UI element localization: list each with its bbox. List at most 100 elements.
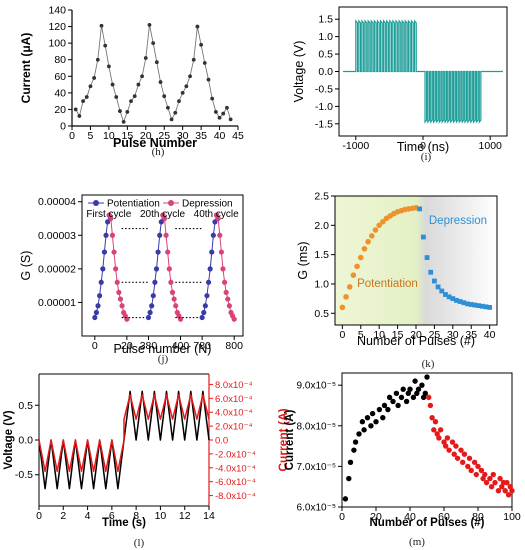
potentiation-point bbox=[400, 386, 406, 392]
x-tick-label: 35 bbox=[195, 130, 207, 142]
potentiation-point bbox=[386, 394, 393, 401]
y-tick-label: 0.00001 bbox=[38, 297, 76, 309]
potentiation-point bbox=[205, 279, 212, 285]
potentiation-point bbox=[210, 232, 216, 238]
x-tick-label: 12 bbox=[179, 510, 191, 522]
x-tick-label: 20 bbox=[370, 511, 382, 523]
potentiation-point bbox=[398, 394, 405, 401]
data-point bbox=[184, 84, 189, 89]
depression-point bbox=[492, 479, 498, 486]
potentiation-point bbox=[385, 406, 391, 413]
depression-point bbox=[116, 289, 122, 295]
depression-point bbox=[483, 304, 489, 310]
depression-point bbox=[161, 215, 168, 222]
potentiation-point bbox=[145, 314, 152, 321]
potentiation-point bbox=[354, 263, 360, 270]
y-tick-label: 0.00002 bbox=[38, 263, 76, 275]
data-point bbox=[177, 99, 181, 104]
potentiation-point bbox=[155, 249, 161, 255]
potentiation-point bbox=[352, 439, 359, 445]
potentiation-point bbox=[407, 386, 413, 392]
potentiation-line bbox=[94, 214, 110, 318]
y-tick-label: 0.5 bbox=[314, 308, 329, 320]
depression-point bbox=[468, 467, 474, 474]
depression-point bbox=[169, 289, 176, 295]
depression-point bbox=[487, 305, 493, 310]
potentiation-point bbox=[364, 414, 371, 421]
data-point bbox=[88, 84, 93, 89]
y-tick-label: 40 bbox=[54, 87, 66, 99]
depression-point bbox=[471, 459, 478, 466]
x-tick-label: 100 bbox=[503, 511, 521, 523]
potentiation-point bbox=[403, 398, 410, 405]
depression-point bbox=[226, 303, 232, 309]
y-tick-label: -2.0x10⁻⁴ bbox=[215, 449, 256, 460]
data-point bbox=[95, 57, 100, 62]
depression-point bbox=[453, 443, 459, 449]
x-axis-label: Time (s) bbox=[102, 517, 146, 529]
potentiation-point bbox=[412, 378, 418, 384]
y-tick-label: 80 bbox=[54, 54, 66, 66]
y-axis-label: Current (A) bbox=[284, 409, 296, 470]
data-point bbox=[180, 90, 185, 95]
potentiation-point bbox=[361, 427, 367, 433]
depression-line bbox=[162, 214, 181, 320]
depression-point bbox=[428, 269, 434, 275]
potentiation-point bbox=[410, 394, 417, 401]
data-point bbox=[158, 80, 163, 84]
potentiation-point bbox=[105, 219, 111, 225]
depression-point bbox=[439, 288, 445, 294]
potentiation-point bbox=[157, 232, 163, 238]
x-tick-label: 4 bbox=[85, 510, 91, 522]
data-point bbox=[81, 99, 85, 104]
potentiation-point bbox=[350, 272, 357, 278]
x-axis-label: Time (ns) bbox=[397, 140, 449, 154]
depression-point bbox=[488, 483, 495, 490]
legend-depression-label: Depression bbox=[182, 199, 233, 210]
potentiation-point bbox=[147, 309, 153, 316]
y-axis-label: G (S) bbox=[19, 251, 33, 281]
depression-point bbox=[231, 316, 237, 322]
x-tick-label: 0 bbox=[92, 340, 98, 352]
depression-point bbox=[173, 303, 179, 309]
panel-caption-m: (m) bbox=[409, 536, 425, 548]
x-tick-label: 40 bbox=[404, 511, 416, 523]
y-tick-label: -1.0 bbox=[315, 101, 333, 113]
potentiation-point bbox=[100, 266, 106, 272]
depression-point bbox=[168, 279, 174, 285]
y-tick-label: 2.5 bbox=[314, 191, 329, 203]
data-point bbox=[191, 57, 196, 62]
y-tick-label: 7.0x10⁻⁵ bbox=[297, 462, 336, 473]
depression-point bbox=[458, 447, 464, 453]
data-point bbox=[169, 117, 174, 122]
x-tick-label: 15 bbox=[121, 130, 133, 142]
potentiation-line bbox=[148, 214, 164, 318]
y-axis-label: Current (A) bbox=[276, 408, 290, 471]
x-tick-label: 20 bbox=[121, 340, 133, 352]
y-tick-label: 100 bbox=[48, 38, 66, 50]
data-point bbox=[199, 42, 204, 47]
x-tick-label: -1000 bbox=[342, 140, 369, 152]
depression-point bbox=[465, 463, 471, 470]
depression-point bbox=[443, 292, 448, 297]
depression-annotation: Depression bbox=[429, 215, 487, 227]
depression-point bbox=[476, 303, 481, 309]
potentiation-point bbox=[372, 227, 379, 233]
y-tick-label: 8.0x10⁻⁵ bbox=[297, 421, 336, 432]
x-tick-label: 8 bbox=[133, 510, 139, 522]
potentiation-point bbox=[376, 222, 382, 229]
y-tick-label: 20 bbox=[54, 104, 66, 116]
depression-point bbox=[437, 427, 444, 433]
potentiation-point bbox=[419, 382, 425, 388]
depression-point bbox=[449, 439, 456, 445]
legend-depression-marker bbox=[168, 200, 174, 206]
y-tick-label: 0.00003 bbox=[38, 230, 76, 242]
x-tick-label: 10 bbox=[373, 329, 385, 341]
panel-h: 0 5 10 15 20 25 30 35 40 45 0 20 40 60 80 100 120 140 Puls… bbox=[19, 5, 244, 151]
y-tick-label: 2.0 bbox=[314, 220, 329, 232]
depression-point bbox=[113, 266, 119, 272]
potentiation-point bbox=[103, 232, 109, 238]
y-tick-label: 0 bbox=[60, 121, 66, 133]
x-tick-label: 780 bbox=[193, 340, 211, 352]
x-axis-label: Pulse Number bbox=[113, 136, 197, 150]
